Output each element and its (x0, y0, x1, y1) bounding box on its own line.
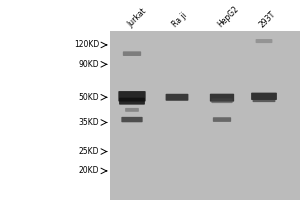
Text: Jurkat: Jurkat (126, 7, 148, 29)
Text: 120KD: 120KD (74, 40, 99, 49)
Bar (110, 31, 300, 200)
Text: HepG2: HepG2 (216, 5, 240, 29)
Text: 25KD: 25KD (79, 147, 99, 156)
FancyBboxPatch shape (166, 94, 188, 101)
FancyBboxPatch shape (256, 39, 272, 43)
Text: 50KD: 50KD (78, 93, 99, 102)
FancyBboxPatch shape (253, 97, 275, 102)
FancyBboxPatch shape (213, 117, 231, 122)
Text: 293T: 293T (258, 10, 278, 29)
Text: 90KD: 90KD (78, 60, 99, 69)
Text: 35KD: 35KD (78, 118, 99, 127)
FancyBboxPatch shape (121, 117, 143, 122)
FancyBboxPatch shape (123, 51, 141, 56)
Text: 20KD: 20KD (79, 166, 99, 175)
Text: Ra ji: Ra ji (171, 11, 189, 29)
FancyBboxPatch shape (125, 108, 139, 112)
FancyBboxPatch shape (119, 98, 145, 105)
FancyBboxPatch shape (118, 91, 146, 102)
FancyBboxPatch shape (251, 93, 277, 100)
FancyBboxPatch shape (210, 94, 234, 102)
FancyBboxPatch shape (211, 98, 233, 103)
